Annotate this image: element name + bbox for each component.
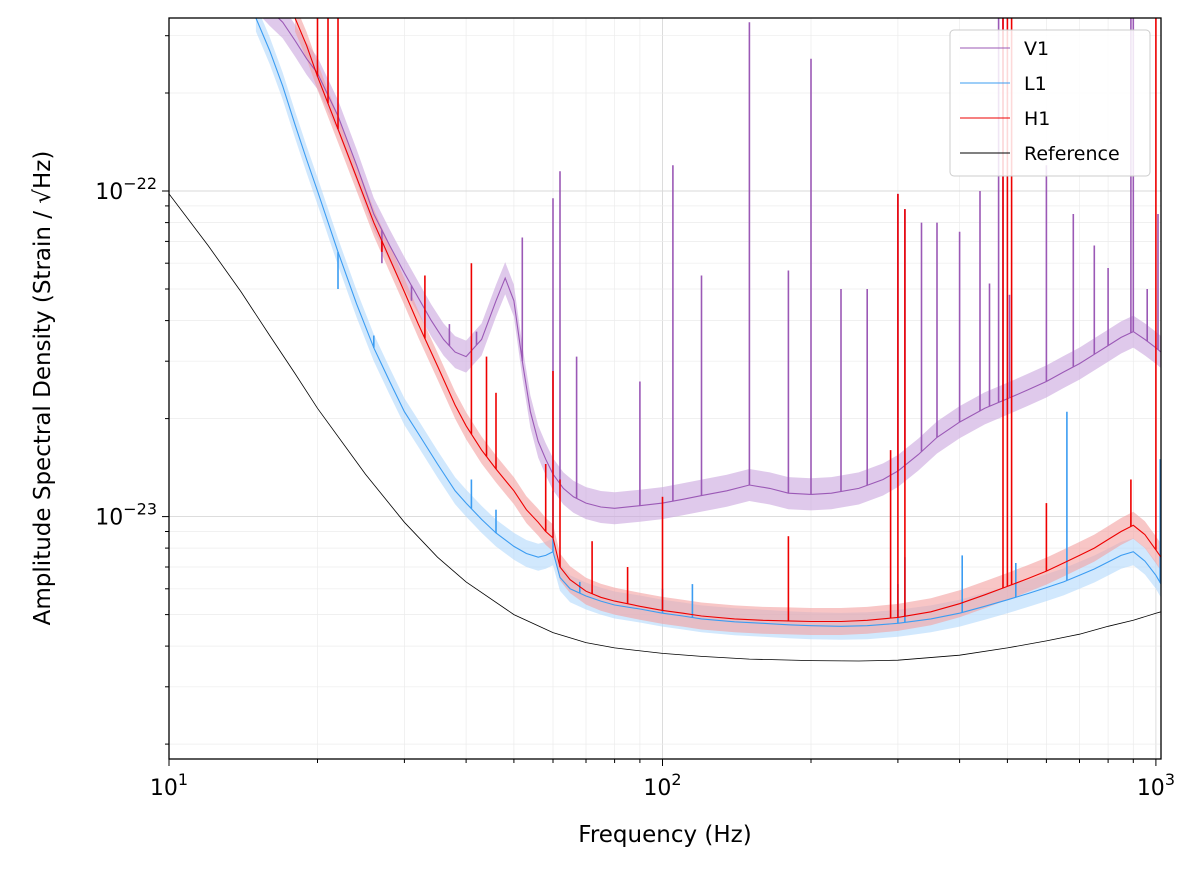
series-line-v1 <box>277 18 1161 509</box>
x-tick-label: 102 <box>643 770 681 801</box>
axis-ticks: 101 102 103 10−23 10−22 <box>95 35 1175 801</box>
x-tick-label: 103 <box>1137 770 1175 801</box>
legend-label-reference: Reference <box>1024 143 1120 165</box>
plot-frame <box>168 17 1162 760</box>
legend-label-l1: L1 <box>1024 73 1047 95</box>
legend-box <box>949 29 1151 177</box>
legend-label-v1: V1 <box>1024 38 1049 60</box>
x-axis-label: Frequency (Hz) <box>578 822 751 848</box>
series-line-h1 <box>294 18 1161 623</box>
series-lines <box>169 18 1161 662</box>
confidence-bands <box>255 18 1161 640</box>
legend: V1 L1 H1 Reference <box>949 29 1151 177</box>
band-l1 <box>255 18 1161 640</box>
series-line-l1 <box>255 18 1161 627</box>
band-h1 <box>295 18 1161 635</box>
legend-label-h1: H1 <box>1024 108 1050 130</box>
y-tick-label: 10−23 <box>95 500 157 531</box>
y-tick-label: 10−22 <box>95 174 157 205</box>
y-axis-label: Amplitude Spectral Density (Strain / √Hz… <box>30 151 56 626</box>
series-line-reference <box>169 193 1161 662</box>
x-tick-label: 101 <box>150 770 188 801</box>
